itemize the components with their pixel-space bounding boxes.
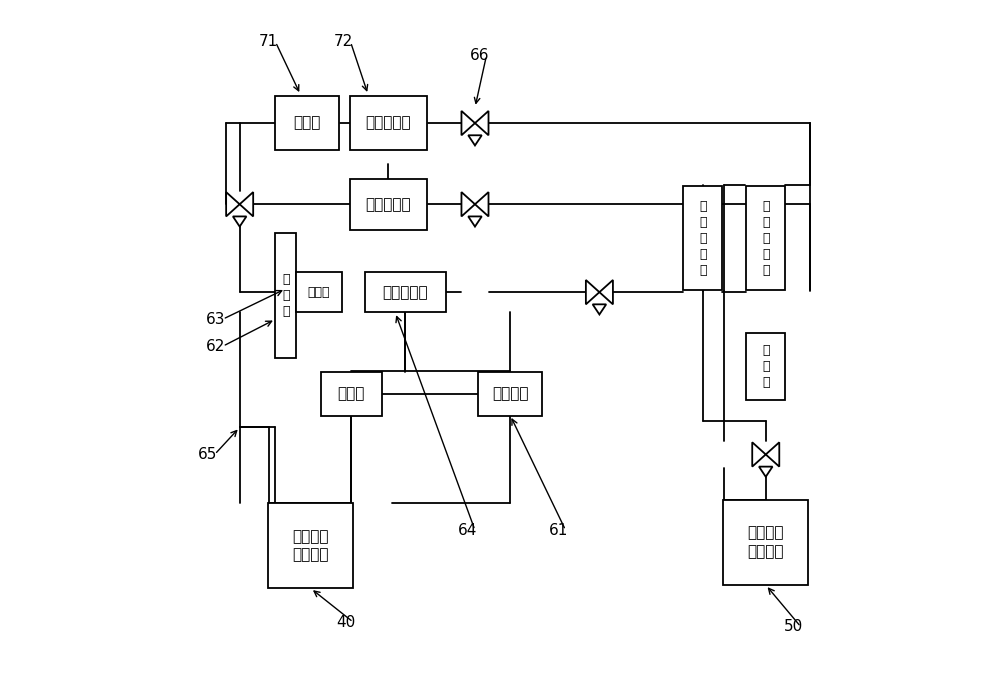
Polygon shape	[599, 280, 613, 304]
Polygon shape	[468, 217, 482, 227]
Text: 64: 64	[458, 523, 477, 538]
FancyBboxPatch shape	[365, 272, 446, 312]
Text: 第一液压
升降装置: 第一液压 升降装置	[292, 529, 329, 562]
Text: 直流电源: 直流电源	[492, 386, 528, 401]
Text: 储
油
罐: 储 油 罐	[282, 273, 289, 318]
Polygon shape	[468, 135, 482, 145]
Text: 电动截止阀: 电动截止阀	[366, 197, 411, 212]
Polygon shape	[240, 192, 253, 217]
FancyBboxPatch shape	[350, 96, 427, 150]
FancyBboxPatch shape	[275, 96, 339, 150]
Text: 手
动
截
止
阀: 手 动 截 止 阀	[762, 200, 770, 276]
Polygon shape	[752, 442, 766, 466]
FancyBboxPatch shape	[723, 500, 808, 585]
Text: 40: 40	[336, 614, 356, 629]
Text: 控制箱: 控制箱	[338, 386, 365, 401]
Polygon shape	[766, 442, 779, 466]
Polygon shape	[475, 111, 489, 135]
FancyBboxPatch shape	[746, 185, 785, 291]
Polygon shape	[586, 280, 599, 304]
FancyBboxPatch shape	[296, 272, 342, 312]
Text: 液压泵: 液压泵	[308, 286, 330, 299]
Polygon shape	[233, 217, 246, 227]
Polygon shape	[593, 304, 606, 314]
FancyBboxPatch shape	[268, 504, 353, 588]
Text: 电
动
截
止
阀: 电 动 截 止 阀	[699, 200, 707, 276]
Polygon shape	[759, 466, 773, 477]
Text: 50: 50	[784, 619, 803, 634]
Polygon shape	[226, 192, 240, 217]
Text: 第二液压
升降装置: 第二液压 升降装置	[748, 526, 784, 559]
FancyBboxPatch shape	[275, 233, 296, 358]
Text: 63: 63	[206, 312, 225, 327]
Text: 62: 62	[206, 339, 225, 354]
Text: 手
打
泵: 手 打 泵	[762, 344, 770, 389]
Text: 电磁换向阀: 电磁换向阀	[383, 285, 428, 299]
Text: 66: 66	[470, 48, 489, 63]
Text: 72: 72	[334, 35, 353, 50]
FancyBboxPatch shape	[683, 185, 722, 291]
FancyBboxPatch shape	[746, 333, 785, 401]
Text: 65: 65	[198, 447, 217, 462]
Text: 手动截止阀: 手动截止阀	[366, 115, 411, 130]
Text: 71: 71	[259, 35, 278, 50]
Polygon shape	[461, 192, 475, 217]
Text: 手打泵: 手打泵	[294, 115, 321, 130]
Polygon shape	[475, 192, 489, 217]
FancyBboxPatch shape	[478, 371, 542, 416]
Text: 61: 61	[549, 523, 568, 538]
FancyBboxPatch shape	[350, 179, 427, 230]
FancyBboxPatch shape	[321, 371, 382, 416]
Polygon shape	[461, 111, 475, 135]
